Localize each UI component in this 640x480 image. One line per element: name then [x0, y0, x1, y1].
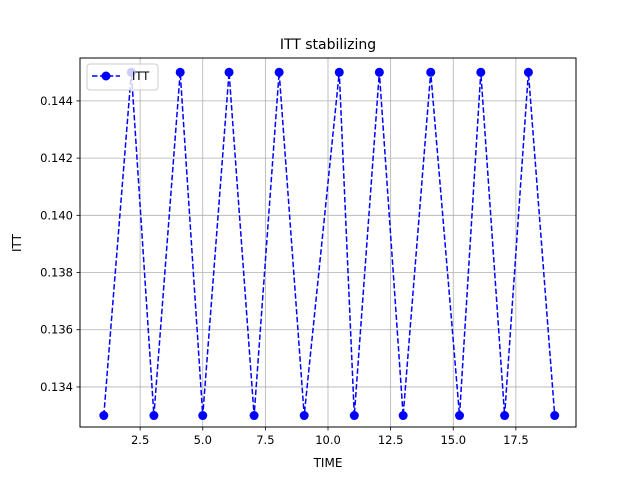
- x-axis: 2.5 5.0 7.5 10.0 12.5 15.0 17.5: [131, 427, 529, 447]
- data-point: [500, 411, 510, 421]
- x-tick-label: 17.5: [503, 433, 529, 447]
- data-point: [374, 67, 384, 77]
- y-axis-label: ITT: [10, 233, 24, 252]
- legend-marker: [101, 71, 111, 81]
- data-point: [274, 67, 284, 77]
- y-tick-label: 0.134: [40, 380, 73, 394]
- x-axis-label: TIME: [313, 456, 343, 470]
- data-point: [334, 67, 344, 77]
- x-tick-label: 7.5: [256, 433, 274, 447]
- data-point: [398, 411, 408, 421]
- data-point: [523, 67, 533, 77]
- y-tick-label: 0.138: [40, 266, 73, 280]
- legend-box: [86, 63, 159, 91]
- y-tick-label: 0.144: [40, 94, 73, 108]
- data-point: [198, 411, 208, 421]
- data-point: [476, 67, 486, 77]
- series-layer: [99, 67, 560, 421]
- y-tick-label: 0.136: [40, 323, 73, 337]
- data-point: [455, 411, 465, 421]
- x-tick-label: 10.0: [315, 433, 341, 447]
- data-point: [175, 67, 185, 77]
- chart-title: ITT stabilizing: [280, 37, 376, 53]
- data-point: [249, 411, 259, 421]
- x-tick-label: 12.5: [378, 433, 404, 447]
- data-point: [426, 67, 436, 77]
- legend: ITT: [86, 63, 159, 91]
- x-tick-label: 5.0: [194, 433, 212, 447]
- y-tick-label: 0.140: [40, 208, 73, 222]
- data-point: [349, 411, 359, 421]
- x-tick-label: 15.0: [440, 433, 466, 447]
- data-point: [99, 411, 109, 421]
- data-point: [550, 411, 560, 421]
- legend-label: ITT: [132, 69, 150, 83]
- grid-lines: [80, 58, 576, 427]
- data-point: [224, 67, 234, 77]
- data-point: [149, 411, 159, 421]
- data-point: [299, 411, 309, 421]
- y-tick-label: 0.142: [40, 151, 73, 165]
- y-axis: 0.134 0.136 0.138 0.140 0.142 0.144: [40, 94, 80, 394]
- x-tick-label: 2.5: [131, 433, 149, 447]
